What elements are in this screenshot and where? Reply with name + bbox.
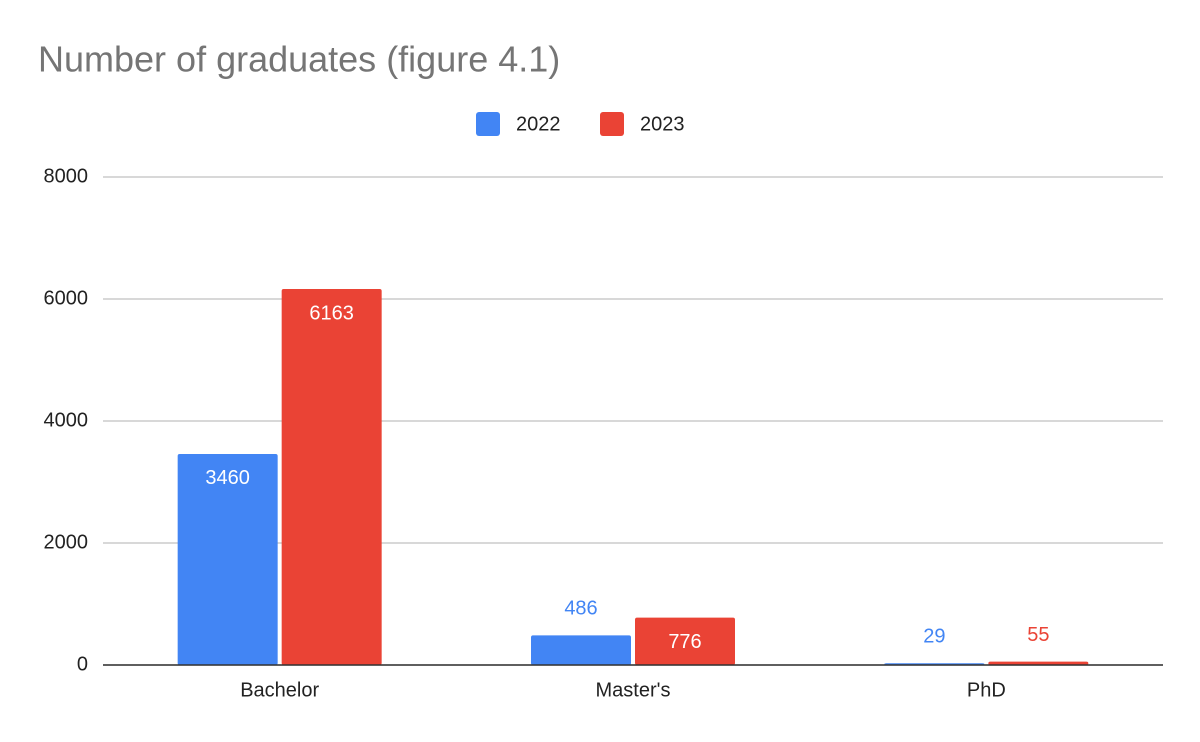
legend-label: 2022 xyxy=(516,113,561,135)
value-label: 486 xyxy=(564,598,597,620)
value-label: 29 xyxy=(923,626,945,648)
bar xyxy=(281,289,382,665)
bar xyxy=(635,617,735,665)
y-tick-label: 0 xyxy=(77,653,88,675)
chart-title: Number of graduates (figure 4.1) xyxy=(38,39,560,80)
bar xyxy=(531,635,631,665)
bar xyxy=(177,453,278,665)
bar xyxy=(988,661,1089,665)
x-tick-label: Bachelor xyxy=(240,679,319,701)
value-label: 6163 xyxy=(309,302,354,324)
legend-label: 2023 xyxy=(640,113,685,135)
x-tick-label: Master's xyxy=(596,679,671,701)
value-label: 55 xyxy=(1027,624,1049,646)
y-tick-label: 2000 xyxy=(44,531,89,553)
y-tick-label: 6000 xyxy=(44,287,89,309)
value-label: 776 xyxy=(668,631,701,653)
legend-swatch xyxy=(476,112,500,136)
x-tick-label: PhD xyxy=(967,679,1006,701)
y-tick-label: 8000 xyxy=(44,165,89,187)
legend-swatch xyxy=(600,112,624,136)
y-tick-label: 4000 xyxy=(44,409,89,431)
value-label: 3460 xyxy=(205,467,250,489)
